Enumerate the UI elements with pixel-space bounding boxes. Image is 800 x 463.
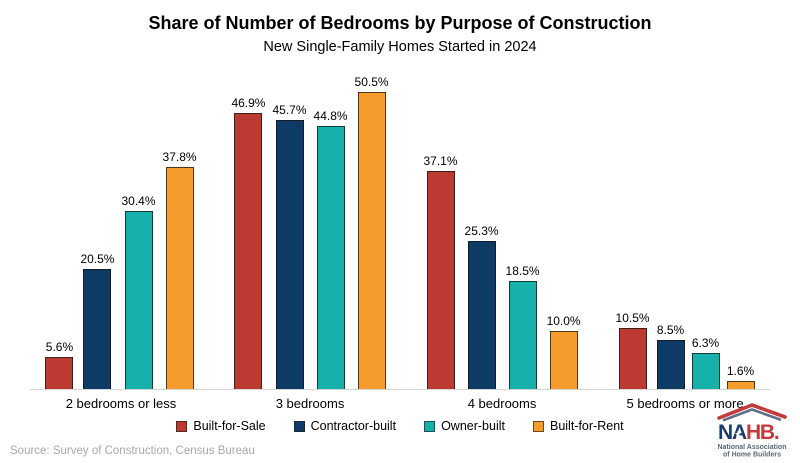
bar-cell: 1.6% [726,363,755,390]
legend-label: Contractor-built [310,419,397,433]
bar-cell: 45.7% [272,103,307,390]
value-label: 46.9% [231,96,266,111]
bar-group-3-bedrooms: 46.9% 45.7% 44.8% 50.5% 3 bedrooms [228,60,392,414]
legend-label: Built-for-Sale [193,419,266,433]
value-label: 18.5% [505,263,540,278]
bar-cell: 20.5% [80,253,114,390]
bar-cell: 10.5% [616,312,650,390]
value-label: 44.8% [313,108,348,123]
bars: 37.1% 25.3% 18.5% 10.0% [420,60,584,390]
nahb-wordmark: NAHB. [718,421,779,444]
bar-cell: 44.8% [313,108,348,390]
legend-label: Owner-built [441,419,505,433]
category-label: 2 bedrooms or less [65,396,177,411]
bar-cell: 37.1% [423,154,458,390]
bars: 46.9% 45.7% 44.8% 50.5% [228,60,392,390]
bars: 10.5% 8.5% 6.3% 1.6% [612,60,758,390]
nahb-caption-line2: of Home Builders [723,452,781,458]
bar-group-4-bedrooms: 37.1% 25.3% 18.5% 10.0% 4 bedrooms [420,60,584,414]
bar-built-for-rent [549,331,578,390]
bar-contractor-built [83,269,112,390]
chart-subtitle: New Single-Family Homes Started in 2024 [263,39,537,55]
value-label: 45.7% [272,103,307,118]
legend: Built-for-Sale Contractor-built Owner-buil… [0,419,800,433]
legend-swatch-icon [424,420,436,432]
source-note: Source: Survey of Construction, Census B… [10,445,255,457]
bar-built-for-sale [234,113,263,390]
category-label: 5 bedrooms or more [626,396,744,411]
nahb-star-icon: ★ [734,430,741,439]
legend-swatch-icon [532,420,544,432]
value-label: 5.6% [45,339,74,354]
value-label: 37.1% [423,154,458,169]
chart-area: 5.6% 20.5% 30.4% 37.8% 2 bedrooms or less 46.… [0,60,800,414]
bar-group-2-bedrooms-or-less: 5.6% 20.5% 30.4% 37.8% 2 bedrooms or less [42,60,200,414]
bar-cell: 25.3% [464,223,499,390]
category-label: 4 bedrooms [467,396,537,411]
bar-owner-built [508,280,537,390]
value-label: 8.5% [656,322,685,337]
value-label: 30.4% [121,193,156,208]
value-label: 10.5% [615,311,650,326]
bar-cell: 18.5% [505,263,540,390]
bar-cell: 5.6% [45,339,74,390]
nahb-logo-graphic: NAHB. ★ National Association of Home Bui… [717,403,787,459]
legend-item-contractor-built: Contractor-built [293,419,397,433]
bar-cell: 10.0% [547,315,581,390]
roof-slate-icon [722,408,782,422]
bars: 5.6% 20.5% 30.4% 37.8% [42,60,200,390]
bar-built-for-sale [426,171,455,390]
value-label: 37.8% [162,149,197,164]
value-label: 1.6% [726,363,755,378]
bar-built-for-sale [45,356,74,390]
bar-groups: 5.6% 20.5% 30.4% 37.8% 2 bedrooms or less 46.… [0,60,800,414]
bar-cell: 8.5% [656,322,685,390]
bar-owner-built [124,210,153,390]
chart-header: Share of Number of Bedrooms by Purpose o… [0,0,800,56]
nahb-logo: NAHB. ★ National Association of Home Bui… [712,401,792,462]
legend-item-built-for-rent: Built-for-Rent [532,419,624,433]
legend-label: Built-for-Rent [549,419,624,433]
legend-item-built-for-sale: Built-for-Sale [176,419,266,433]
bar-built-for-rent [165,166,194,390]
bar-owner-built [316,125,345,390]
bar-contractor-built [656,339,685,390]
bar-cell: 6.3% [691,335,720,390]
legend-swatch-icon [176,420,188,432]
value-label: 6.3% [691,335,720,350]
legend-swatch-icon [293,420,305,432]
roof-red-icon [717,403,787,420]
bar-cell: 37.8% [162,149,197,390]
bar-owner-built [691,352,720,390]
bar-cell: 50.5% [355,76,389,390]
nahb-caption-line1: National Association [718,444,787,451]
category-label: 3 bedrooms [275,396,345,411]
chart-title: Share of Number of Bedrooms by Purpose o… [148,13,652,33]
bar-cell: 30.4% [121,193,156,390]
value-label: 25.3% [464,223,499,238]
bar-contractor-built [467,240,496,390]
bar-built-for-rent [357,92,386,390]
value-label: 50.5% [354,75,389,90]
value-label: 20.5% [80,252,115,267]
x-axis-line [30,389,770,390]
bar-built-for-sale [618,328,647,390]
bar-group-5-bedrooms-or-more: 10.5% 8.5% 6.3% 1.6% 5 bedrooms or more [612,60,758,414]
bar-cell: 46.9% [231,97,265,390]
bar-contractor-built [275,120,304,390]
value-label: 10.0% [546,314,581,328]
legend-item-owner-built: Owner-built [424,419,505,433]
